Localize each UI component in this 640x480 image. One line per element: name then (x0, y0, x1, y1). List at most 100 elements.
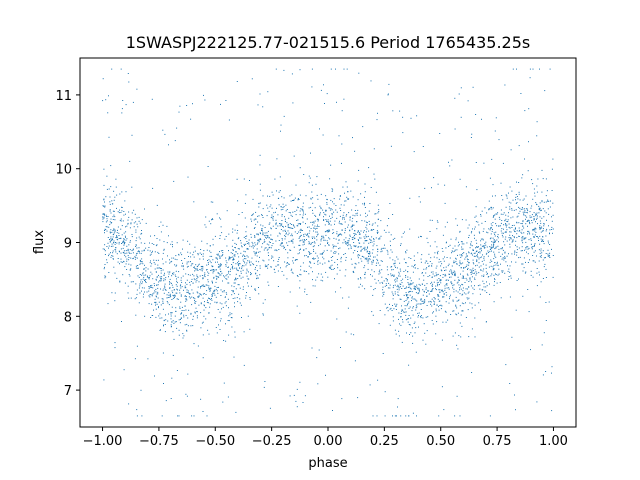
data-point (258, 239, 260, 241)
data-point (139, 260, 141, 262)
data-point (136, 289, 138, 291)
data-point (424, 332, 426, 334)
data-point (265, 234, 267, 236)
data-point (230, 317, 232, 318)
data-point (512, 240, 514, 242)
data-point (267, 195, 268, 197)
data-point (525, 241, 527, 243)
data-point (190, 256, 192, 258)
data-point (377, 251, 379, 253)
data-point (493, 241, 495, 243)
data-point (421, 254, 423, 256)
data-point (228, 258, 230, 260)
data-point (250, 233, 252, 235)
data-point (147, 275, 148, 277)
data-point (391, 251, 393, 253)
data-point (114, 196, 116, 198)
data-point (306, 294, 308, 295)
data-point (254, 227, 256, 228)
data-point (291, 224, 293, 225)
data-point (221, 291, 223, 293)
data-point (202, 258, 204, 260)
data-point (111, 231, 113, 233)
data-point (300, 235, 301, 237)
data-point (362, 247, 364, 249)
data-point (136, 293, 138, 295)
data-point (102, 213, 104, 215)
data-point (479, 252, 481, 254)
data-point (294, 231, 296, 233)
data-point (162, 308, 164, 310)
data-point (451, 252, 452, 254)
data-point (435, 285, 437, 287)
data-point (539, 216, 541, 218)
data-point (438, 309, 440, 311)
data-point (135, 254, 137, 256)
data-point (259, 183, 261, 185)
data-point (184, 295, 186, 297)
data-point (193, 415, 195, 417)
data-point (335, 68, 336, 70)
data-point (365, 234, 367, 236)
data-point (160, 270, 162, 272)
data-point (459, 415, 461, 417)
data-point (264, 241, 266, 243)
data-point (535, 202, 537, 204)
data-point (363, 267, 365, 269)
data-point (139, 259, 141, 261)
data-point (242, 265, 243, 267)
data-point (428, 265, 430, 267)
data-point (105, 229, 107, 231)
data-point (492, 246, 494, 248)
data-point (515, 409, 516, 411)
data-point (322, 235, 324, 237)
data-point (478, 302, 480, 304)
data-point (257, 215, 259, 217)
data-point (449, 165, 451, 167)
data-point (264, 232, 266, 234)
data-point (520, 223, 522, 224)
data-point (120, 237, 122, 239)
data-point (299, 229, 301, 231)
data-point (121, 234, 123, 236)
data-point (412, 307, 414, 309)
data-point (197, 276, 199, 278)
data-point (243, 178, 245, 180)
data-point (410, 258, 412, 259)
data-point (389, 287, 391, 289)
data-point (316, 357, 318, 359)
data-point (246, 226, 248, 228)
data-point (394, 262, 396, 264)
data-point (418, 289, 420, 291)
data-point (409, 287, 411, 289)
data-point (228, 233, 230, 235)
data-point (475, 215, 477, 217)
data-point (324, 239, 326, 241)
data-point (365, 236, 367, 238)
data-point (123, 252, 125, 254)
data-point (278, 249, 280, 250)
data-point (455, 239, 457, 241)
data-point (413, 255, 415, 257)
data-point (471, 328, 473, 330)
data-point (409, 290, 411, 292)
data-point (382, 295, 384, 297)
data-point (491, 273, 493, 275)
data-point (292, 257, 294, 259)
data-point (313, 262, 315, 264)
data-point (332, 247, 334, 249)
data-point (196, 276, 198, 277)
data-point (106, 188, 108, 190)
data-point (140, 389, 142, 391)
data-point (238, 263, 240, 265)
data-point (460, 288, 462, 290)
data-point (316, 255, 318, 257)
data-point (179, 105, 181, 107)
data-point (394, 279, 396, 281)
data-point (538, 240, 539, 241)
data-point (316, 236, 318, 238)
data-point (416, 300, 418, 302)
data-point (204, 274, 206, 276)
data-point (347, 242, 349, 244)
data-point (129, 240, 131, 242)
